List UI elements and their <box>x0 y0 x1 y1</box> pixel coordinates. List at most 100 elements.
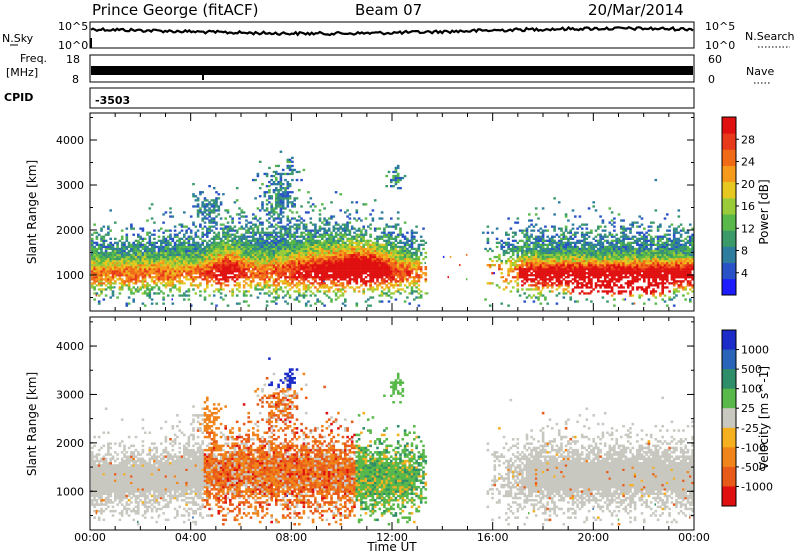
data-cell <box>523 257 526 261</box>
data-cell <box>500 245 503 249</box>
data-cell <box>548 280 552 283</box>
data-cell <box>201 278 204 281</box>
data-cell <box>309 257 313 261</box>
data-cell <box>383 253 386 257</box>
data-cell <box>210 268 214 271</box>
data-cell <box>521 249 524 253</box>
data-cell <box>125 270 129 273</box>
data-cell <box>286 249 290 253</box>
data-cell <box>562 264 566 267</box>
data-cell <box>245 255 248 259</box>
data-cell <box>509 268 513 271</box>
data-cell <box>120 251 124 255</box>
data-cell <box>376 259 379 263</box>
data-cell <box>537 272 540 275</box>
data-cell <box>530 223 533 226</box>
data-cell <box>247 264 250 267</box>
data-cell <box>408 262 411 265</box>
data-cell <box>279 172 283 176</box>
data-cell <box>265 209 269 212</box>
data-cell <box>332 215 336 218</box>
data-cell <box>553 247 556 251</box>
data-cell <box>396 262 400 265</box>
data-cell <box>275 255 278 259</box>
data-cell <box>323 243 326 246</box>
data-cell <box>307 247 310 251</box>
data-cell <box>217 290 221 293</box>
data-cell <box>187 268 191 271</box>
data-cell <box>401 268 405 271</box>
data-cell <box>373 249 377 253</box>
data-cell <box>185 276 188 279</box>
data-cell <box>160 268 163 271</box>
data-cell <box>403 247 407 251</box>
data-cell <box>143 247 147 251</box>
data-cell <box>263 276 267 279</box>
data-cell <box>521 251 524 255</box>
data-cell <box>298 280 301 283</box>
data-cell <box>166 278 170 281</box>
data-cell <box>194 284 198 287</box>
data-cell <box>210 203 214 206</box>
data-cell <box>410 233 414 236</box>
data-cell <box>500 239 503 242</box>
data-cell <box>371 290 375 293</box>
data-cell <box>318 255 322 259</box>
data-cell <box>339 294 342 297</box>
data-cell <box>155 274 158 277</box>
data-cell <box>323 282 326 285</box>
data-cell <box>233 247 237 251</box>
data-cell <box>284 253 287 257</box>
data-cell <box>199 255 202 259</box>
data-cell <box>307 211 310 214</box>
data-cell <box>208 280 211 283</box>
data-cell <box>532 284 536 287</box>
data-cell <box>323 264 326 267</box>
data-cell <box>373 247 377 251</box>
data-cell <box>288 294 292 297</box>
data-cell <box>350 264 354 267</box>
data-cell <box>157 259 161 263</box>
data-cell <box>291 249 294 253</box>
data-cell <box>215 278 218 281</box>
data-cell <box>286 262 290 265</box>
data-cell <box>562 251 566 255</box>
data-cell <box>118 288 122 291</box>
data-cell <box>557 259 561 263</box>
data-cell <box>385 255 388 259</box>
data-cell <box>231 259 234 263</box>
data-cell <box>298 272 301 275</box>
data-cell <box>348 247 352 251</box>
data-cell <box>162 259 165 263</box>
data-cell <box>258 276 262 279</box>
data-cell <box>178 288 181 291</box>
data-cell <box>413 268 416 271</box>
data-cell <box>511 270 515 273</box>
data-cell <box>293 255 296 259</box>
data-cell <box>330 251 333 255</box>
data-cell <box>210 237 214 240</box>
data-cell <box>302 227 306 230</box>
data-cell <box>369 247 372 251</box>
data-cell <box>415 247 418 251</box>
data-cell <box>534 257 538 261</box>
data-cell <box>102 239 106 242</box>
data-cell <box>245 235 248 238</box>
data-cell <box>541 266 545 269</box>
data-cell <box>534 264 538 267</box>
data-cell <box>201 264 204 267</box>
data-cell <box>270 274 273 277</box>
data-cell <box>564 270 568 273</box>
data-cell <box>219 272 223 275</box>
data-cell <box>323 219 326 222</box>
data-cell <box>139 251 142 255</box>
data-cell <box>148 207 152 210</box>
data-cell <box>116 272 119 275</box>
data-cell <box>268 278 271 281</box>
data-cell <box>141 282 145 285</box>
data-cell <box>332 276 336 279</box>
data-cell <box>139 253 142 257</box>
data-cell <box>277 241 280 244</box>
data-cell <box>394 176 398 180</box>
data-cell <box>307 288 310 291</box>
